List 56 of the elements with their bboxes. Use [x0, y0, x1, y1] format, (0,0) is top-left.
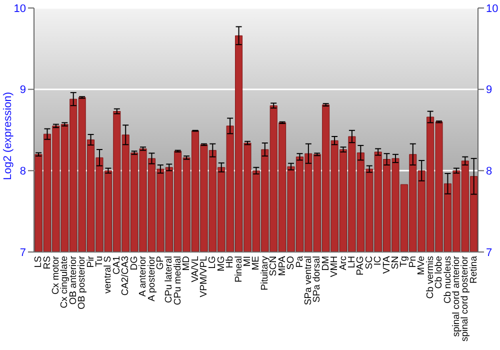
x-tick-label: SO — [286, 256, 297, 270]
x-tick-label: A posterior — [146, 256, 158, 302]
x-tick-label: ME — [250, 256, 262, 270]
y2-tick-label: 8 — [486, 166, 492, 178]
x-tick-label: Cx cingulate — [59, 256, 70, 308]
x-tick-label: Cb lobe — [434, 256, 445, 289]
x-tick-label: A anterior — [138, 256, 149, 297]
x-tick-label: DM — [320, 256, 332, 271]
x-tick-label: RS — [42, 256, 53, 270]
y-tick-label: 7 — [20, 246, 26, 259]
x-tick-label: MVe — [416, 256, 428, 276]
x-tick-label: SPa ventral — [302, 256, 314, 306]
x-tick-label: SN — [390, 256, 402, 270]
y-axis-title: Log2 (expression) — [2, 92, 14, 180]
x-tick-label: spinal cord anterior — [450, 256, 462, 337]
x-tick-label: Hb — [224, 256, 236, 268]
x-tick-label: Tg — [398, 256, 410, 268]
x-tick-label: MI — [242, 256, 254, 267]
x-tick-label: Pa — [294, 255, 306, 268]
x-tick-label: MG — [216, 256, 227, 272]
x-tick-label: SC — [364, 256, 375, 270]
x-tick-label: GP — [154, 256, 166, 270]
x-tick-label: VTA — [381, 255, 392, 274]
y2-tick-label: 9 — [486, 84, 492, 96]
x-tick-label: Pn — [407, 256, 418, 268]
x-tick-label: VA/VL — [190, 256, 201, 282]
x-tick-label: CA2/CA3 — [120, 256, 132, 296]
x-tick-label: Cb vermis — [424, 256, 436, 299]
x-tick-label: Retina — [468, 255, 480, 284]
y-tick-label: 9 — [20, 84, 26, 96]
x-tick-label: DG — [128, 256, 140, 270]
x-tick-label: VMH — [329, 256, 340, 278]
x-tick-label: LS — [33, 256, 44, 268]
x-tick-label: Pituitary — [259, 256, 270, 290]
x-tick-label: OB posterior — [76, 256, 88, 310]
x-tick-label: Arc — [338, 256, 349, 270]
y2-tick-label: 10 — [486, 2, 498, 15]
y-tick-label: 8 — [20, 166, 26, 178]
x-tick-label: CA1 — [111, 256, 122, 274]
x-tick-label: spinal cord posterior — [460, 256, 471, 342]
x-tick-label: IC — [372, 256, 384, 266]
x-tick-label: Cb nucleus — [442, 256, 454, 304]
x-tick-label: LG — [207, 256, 218, 269]
x-tick-label: PAG — [355, 256, 366, 276]
x-tick-label: CPu lateral — [164, 256, 175, 303]
x-tick-label: ventral S — [102, 256, 114, 294]
x-tick-label: Pineal — [233, 256, 244, 282]
x-tick-label: CPu medial — [172, 256, 184, 306]
x-tick-label: SCN — [268, 256, 280, 276]
y-tick-label: 10 — [14, 2, 26, 15]
x-tick-label: MPA — [276, 255, 288, 276]
x-tick-label: SPa dorsal — [312, 256, 323, 302]
y2-tick-label: 7 — [486, 246, 492, 259]
x-tick-label: OB anterior — [68, 256, 79, 305]
x-tick-label: MD — [181, 256, 192, 271]
x-tick-label: Pir — [85, 256, 96, 268]
